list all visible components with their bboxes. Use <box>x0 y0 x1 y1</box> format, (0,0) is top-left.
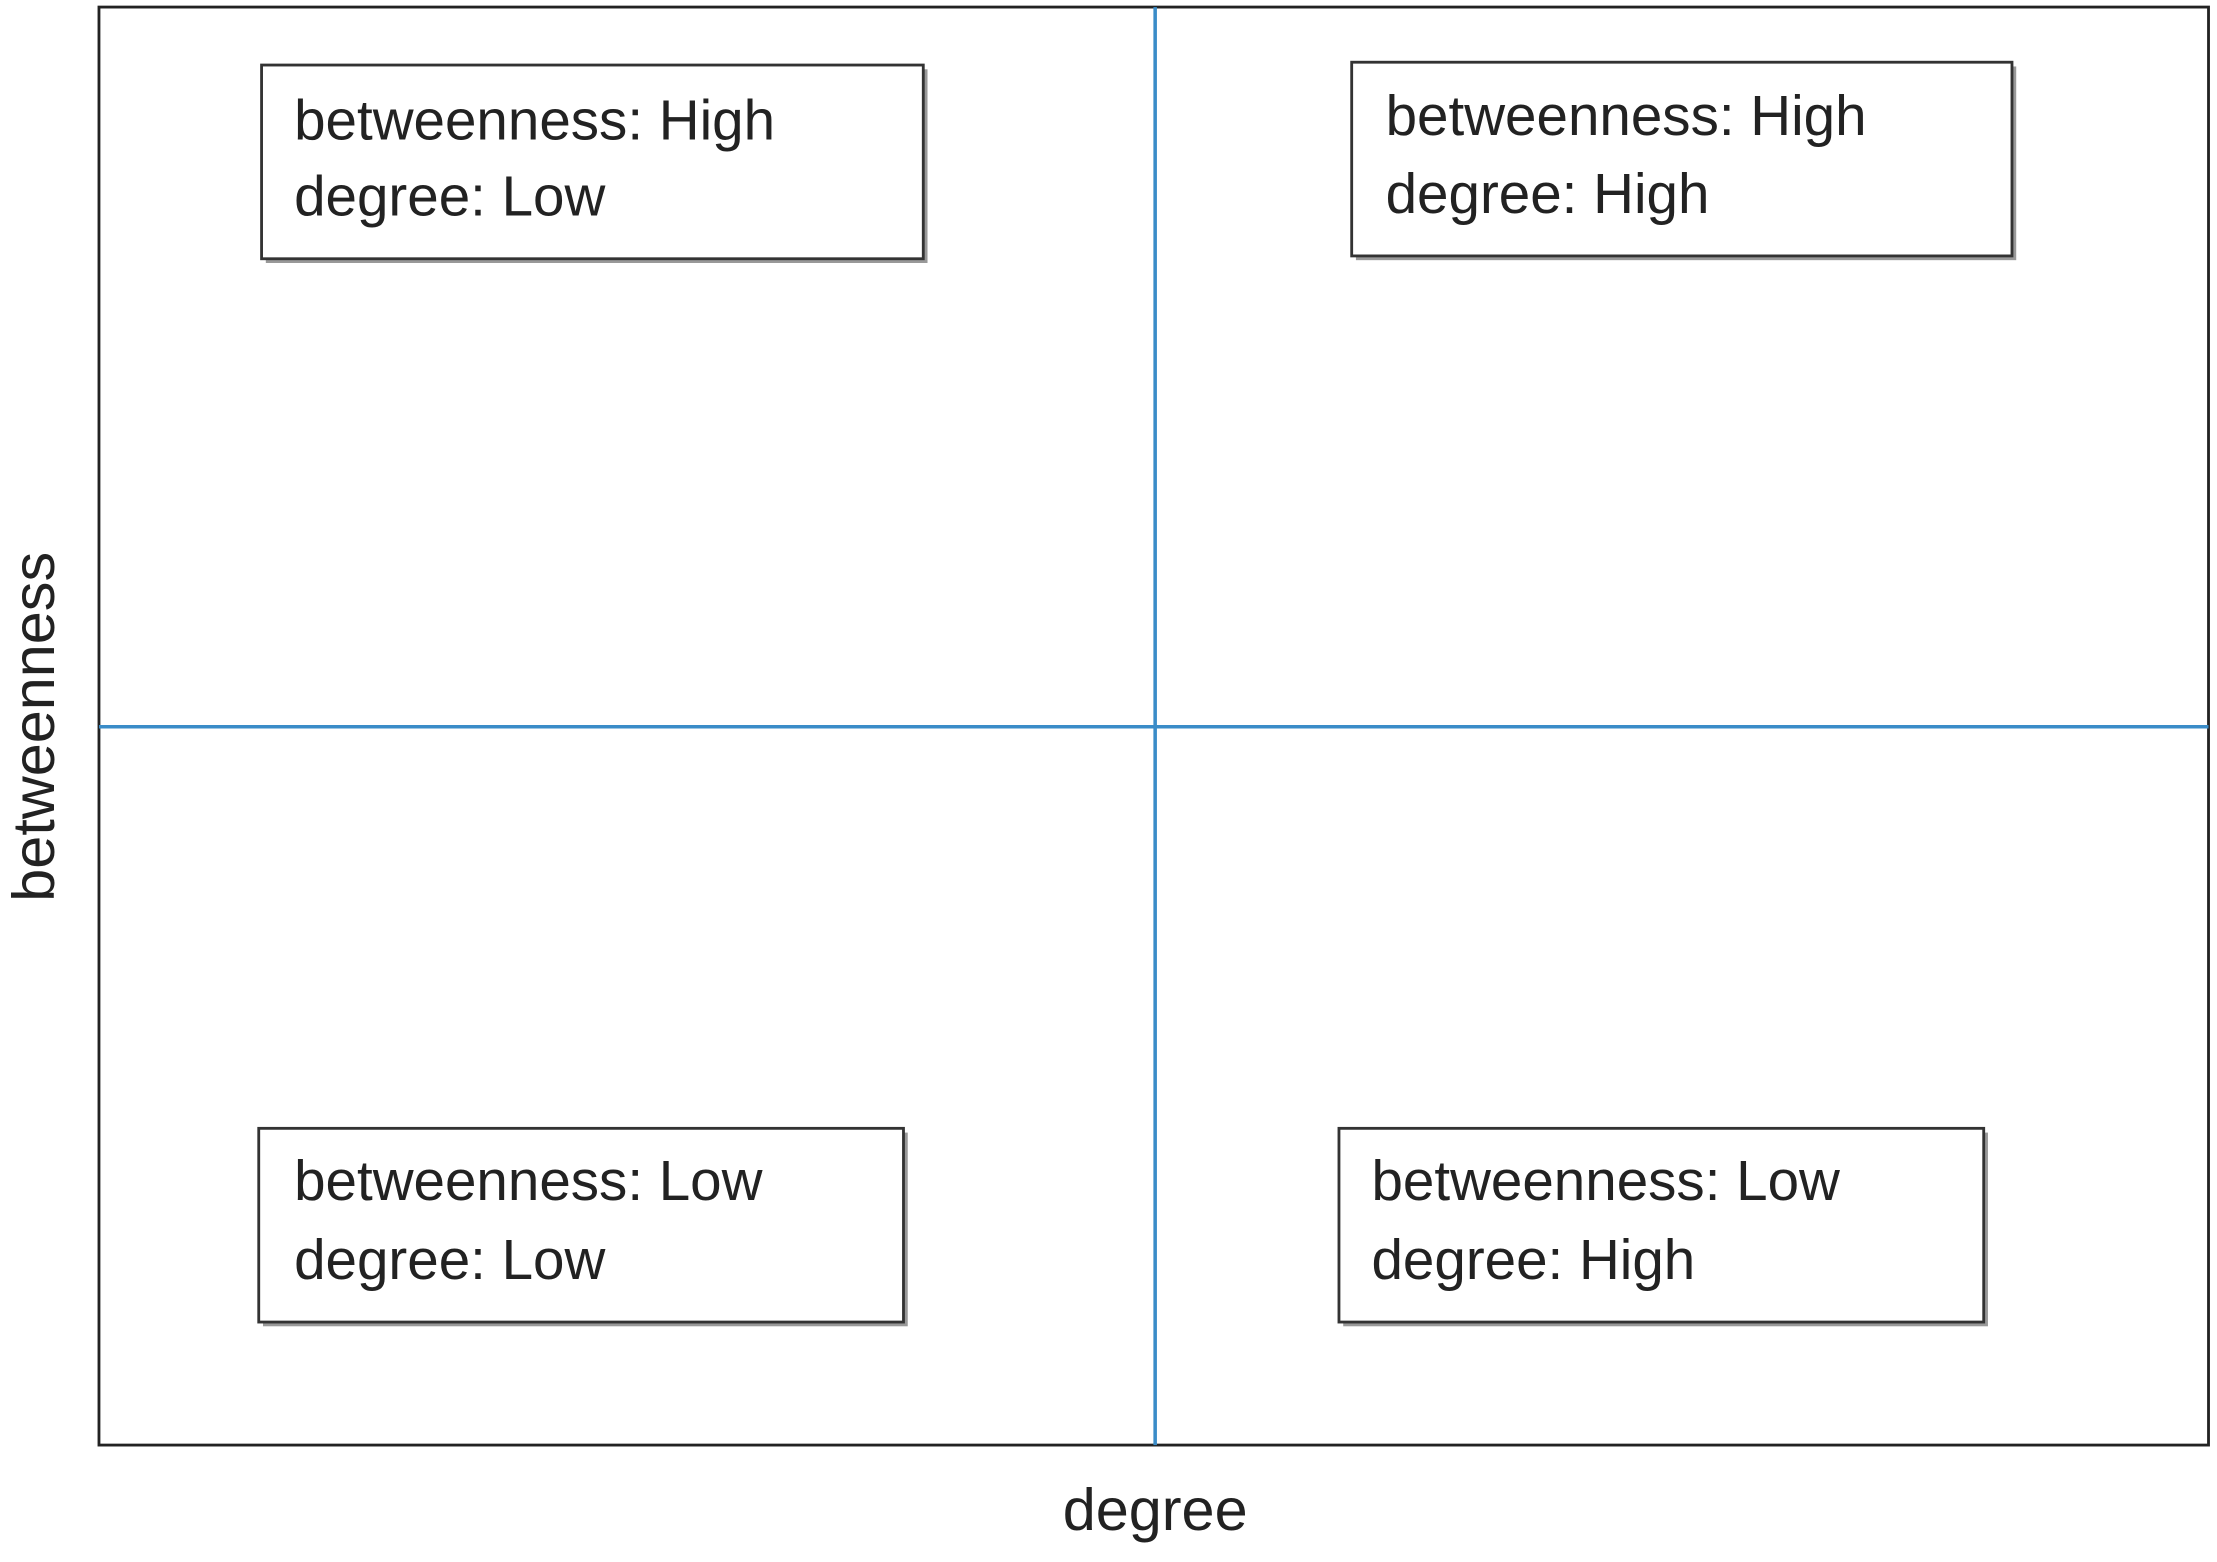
label-box <box>1350 60 2014 258</box>
quadrant-label: betweenness: High <box>294 88 775 151</box>
y-axis-label: betweenness <box>0 552 67 902</box>
quadrant-label: degree: Low <box>294 165 605 228</box>
quadrant-label: betweenness: Low <box>1371 1149 1840 1212</box>
quadrant-label: betweenness: Low <box>294 1149 763 1212</box>
quadrant-label: degree: High <box>1386 162 1710 225</box>
quadrant-label: betweenness: High <box>1386 84 1867 147</box>
quadrant-bottom-right: betweenness: Low degree: High <box>1337 1126 1988 1327</box>
quadrant-label: degree: High <box>1371 1228 1695 1291</box>
quadrant-label: degree: Low <box>294 1228 605 1291</box>
label-box <box>260 63 925 261</box>
quadrant-bottom-left: betweenness: Low degree: Low <box>257 1126 908 1327</box>
label-box <box>257 1126 905 1324</box>
label-box <box>1337 1126 1986 1324</box>
quadrant-top-left: betweenness: High degree: Low <box>260 63 928 263</box>
x-axis-label: degree <box>1063 1476 1248 1543</box>
quadrant-top-right: betweenness: High degree: High <box>1350 60 2017 261</box>
